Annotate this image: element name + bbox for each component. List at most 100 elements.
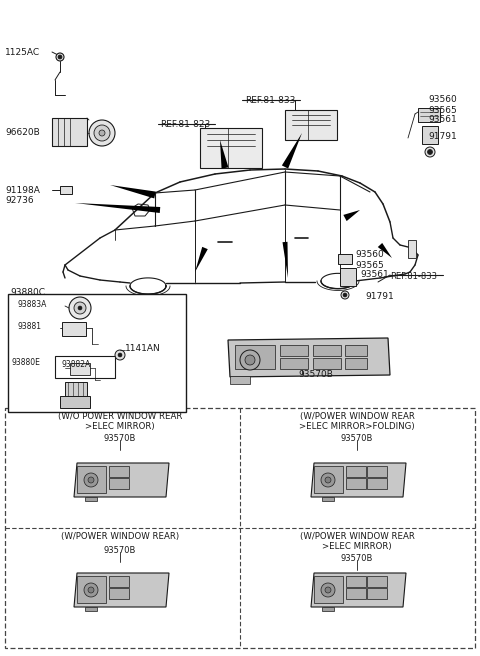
Bar: [346, 478, 366, 489]
Circle shape: [118, 353, 122, 357]
Polygon shape: [283, 242, 288, 278]
Text: (W/POWER WINDOW REAR): (W/POWER WINDOW REAR): [61, 532, 179, 541]
Bar: [52, 118, 87, 146]
Polygon shape: [311, 463, 406, 497]
Text: 93880C: 93880C: [10, 288, 45, 297]
Bar: [345, 345, 367, 356]
Circle shape: [56, 53, 64, 61]
Polygon shape: [282, 133, 302, 169]
Bar: [200, 128, 262, 168]
Bar: [367, 466, 387, 477]
Bar: [60, 396, 90, 408]
Bar: [109, 466, 129, 477]
Bar: [230, 376, 250, 384]
Text: 92736: 92736: [5, 196, 34, 205]
Bar: [77, 466, 106, 493]
Bar: [313, 358, 341, 369]
Circle shape: [88, 587, 94, 593]
Bar: [85, 607, 97, 611]
Bar: [345, 358, 367, 369]
Text: 93881: 93881: [18, 322, 42, 331]
Bar: [367, 576, 387, 587]
Circle shape: [343, 293, 347, 297]
Circle shape: [84, 473, 98, 487]
Bar: [314, 466, 343, 493]
Text: 93883A: 93883A: [18, 300, 48, 309]
Text: >ELEC MIRROR): >ELEC MIRROR): [322, 542, 392, 551]
Circle shape: [341, 291, 349, 299]
Bar: [235, 345, 275, 369]
Text: 93561: 93561: [360, 270, 389, 279]
Polygon shape: [311, 573, 406, 607]
Circle shape: [89, 120, 115, 146]
Bar: [346, 466, 366, 477]
Bar: [422, 126, 438, 144]
Text: (W/POWER WINDOW REAR: (W/POWER WINDOW REAR: [300, 412, 414, 421]
Circle shape: [321, 583, 335, 597]
Circle shape: [325, 477, 331, 483]
Bar: [109, 478, 129, 489]
Circle shape: [428, 150, 432, 155]
Circle shape: [240, 350, 260, 370]
Text: (W/O POWER WINDOW REAR: (W/O POWER WINDOW REAR: [58, 412, 182, 421]
Polygon shape: [195, 247, 208, 272]
Text: 93560: 93560: [428, 95, 457, 104]
Polygon shape: [343, 210, 360, 221]
Bar: [346, 576, 366, 587]
Text: 93882A: 93882A: [62, 360, 91, 369]
Bar: [418, 108, 440, 122]
Text: 93570B: 93570B: [341, 434, 373, 443]
Circle shape: [94, 125, 110, 141]
Bar: [77, 576, 106, 603]
Text: 93565: 93565: [428, 106, 457, 115]
Text: REF.81-823: REF.81-823: [160, 120, 210, 129]
Circle shape: [88, 477, 94, 483]
Polygon shape: [75, 203, 160, 213]
Circle shape: [115, 350, 125, 360]
Text: 93570B: 93570B: [104, 546, 136, 555]
Polygon shape: [220, 140, 228, 169]
Polygon shape: [74, 463, 169, 497]
Bar: [280, 358, 308, 369]
Bar: [55, 356, 115, 378]
Bar: [314, 576, 343, 603]
Bar: [322, 497, 334, 501]
Circle shape: [69, 297, 91, 319]
Text: 96620B: 96620B: [5, 128, 40, 137]
Text: 93570B: 93570B: [104, 434, 136, 443]
Circle shape: [321, 473, 335, 487]
Circle shape: [84, 583, 98, 597]
Text: (W/POWER WINDOW REAR: (W/POWER WINDOW REAR: [300, 532, 414, 541]
Bar: [60, 186, 72, 194]
Bar: [109, 576, 129, 587]
Bar: [340, 268, 356, 286]
Text: 91791: 91791: [428, 132, 457, 141]
Bar: [8, 294, 186, 412]
Text: REF.81-833: REF.81-833: [245, 96, 295, 105]
Bar: [70, 363, 90, 375]
Circle shape: [74, 302, 86, 314]
Text: 93880E: 93880E: [12, 358, 41, 367]
Circle shape: [78, 306, 82, 310]
Text: 93570B: 93570B: [298, 370, 333, 379]
Text: 93565: 93565: [355, 261, 384, 270]
Text: 91791: 91791: [365, 292, 394, 301]
Bar: [280, 345, 308, 356]
Text: REF.81-833: REF.81-833: [390, 272, 437, 281]
Bar: [367, 588, 387, 599]
Circle shape: [245, 355, 255, 365]
Text: >ELEC MIRROR): >ELEC MIRROR): [85, 422, 155, 431]
Circle shape: [99, 130, 105, 136]
Circle shape: [425, 147, 435, 157]
Text: 1141AN: 1141AN: [125, 344, 161, 353]
Text: 93561: 93561: [428, 115, 457, 124]
Bar: [62, 322, 86, 336]
Text: 1125AC: 1125AC: [5, 48, 40, 57]
Polygon shape: [74, 573, 169, 607]
Circle shape: [58, 55, 62, 59]
Circle shape: [325, 587, 331, 593]
Bar: [5, 408, 475, 648]
Bar: [408, 240, 416, 258]
Bar: [322, 607, 334, 611]
Text: >ELEC MIRROR>FOLDING): >ELEC MIRROR>FOLDING): [299, 422, 415, 431]
